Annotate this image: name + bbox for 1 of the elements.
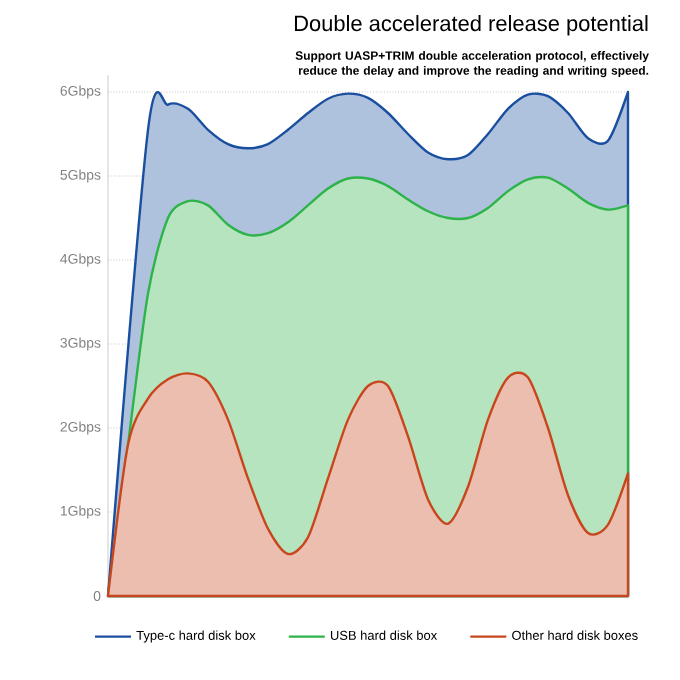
chart-title: Double accelerated release potential [294, 15, 648, 36]
